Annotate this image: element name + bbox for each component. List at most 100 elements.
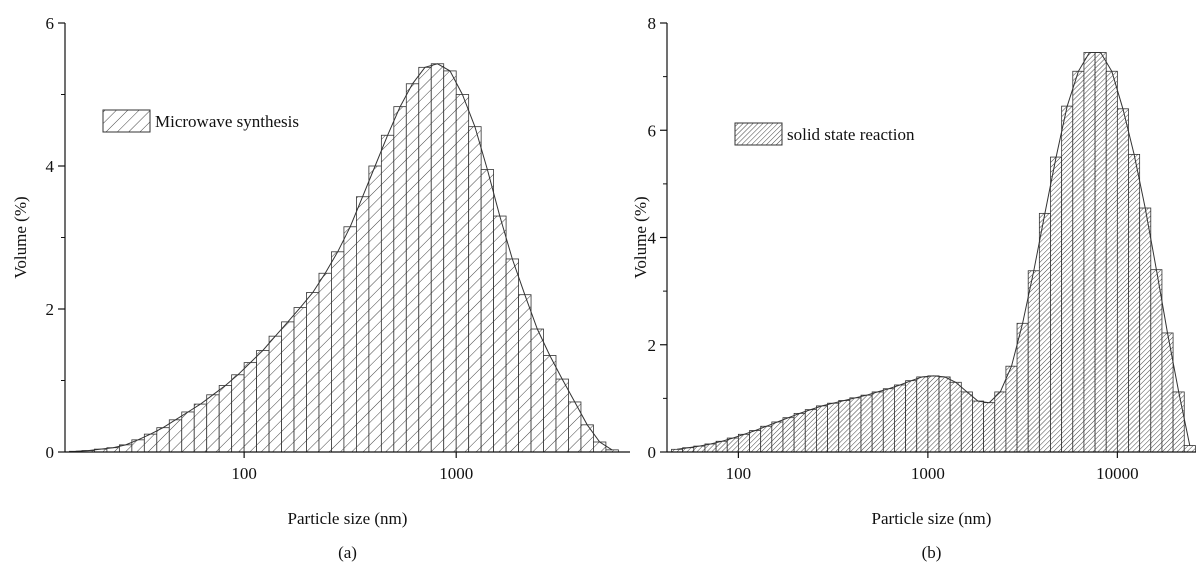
bar <box>760 425 773 453</box>
bar <box>443 70 457 453</box>
y-tick-label: 2 <box>648 336 657 355</box>
bar <box>1150 269 1163 453</box>
bar <box>1027 270 1040 453</box>
x-tick-label: 100 <box>726 464 752 483</box>
bar <box>1050 156 1063 453</box>
bar <box>331 251 345 453</box>
x-axis-label: Particle size (nm) <box>288 509 408 528</box>
bar <box>972 400 984 453</box>
legend-label: solid state reaction <box>787 125 915 144</box>
legend-swatch <box>734 122 783 146</box>
chart: solid state reaction 0 2 4 6 8 100 1000 10000 Par… <box>631 14 1196 562</box>
y-axis-label: Volume (%) <box>631 196 650 278</box>
bar <box>543 355 557 453</box>
bar <box>518 294 532 453</box>
bar <box>782 417 795 453</box>
bar <box>555 378 569 453</box>
bar <box>306 292 320 453</box>
y-tick-label: 0 <box>46 443 55 462</box>
bar <box>1005 365 1018 453</box>
bar <box>1183 445 1196 453</box>
bar <box>480 169 495 453</box>
x-tick-label: 1000 <box>911 464 945 483</box>
y-tick-label: 6 <box>46 14 55 33</box>
chart: Microwave synthesis 0 2 4 6 100 1000 Particle s… <box>11 14 630 562</box>
bar <box>1116 108 1129 453</box>
bar <box>243 362 257 453</box>
bar <box>737 433 750 453</box>
x-tick-label: 1000 <box>439 464 473 483</box>
bar <box>838 400 851 453</box>
y-tick-label: 0 <box>648 443 657 462</box>
bar <box>860 394 873 453</box>
bar <box>318 272 332 453</box>
bar <box>430 63 445 453</box>
bar <box>927 375 940 453</box>
distribution-curve <box>75 63 613 452</box>
distribution-curve <box>677 52 1191 450</box>
bar <box>749 430 762 453</box>
bar <box>268 335 282 453</box>
bar <box>816 405 828 453</box>
y-tick-label: 8 <box>648 14 657 33</box>
bar <box>1105 70 1118 453</box>
bar <box>960 391 973 453</box>
bar <box>181 411 195 453</box>
bar <box>281 321 295 453</box>
bar <box>882 388 895 453</box>
caption: (b) <box>922 543 942 562</box>
bar <box>468 126 482 453</box>
bar <box>1161 332 1174 453</box>
bar <box>894 384 906 453</box>
bar <box>231 374 245 453</box>
bar <box>1128 153 1141 453</box>
bar <box>1038 212 1051 453</box>
bar <box>293 307 307 453</box>
bar <box>368 165 382 453</box>
y-axis-label: Volume (%) <box>11 196 30 278</box>
bar <box>905 380 918 453</box>
bar <box>849 397 862 453</box>
x-tick-label: 100 <box>231 464 257 483</box>
y-tick-label: 6 <box>648 121 657 140</box>
bar <box>871 391 884 453</box>
x-axis-label: Particle size (nm) <box>872 509 992 528</box>
bar <box>1172 391 1185 453</box>
bar <box>804 409 817 453</box>
bar <box>405 83 420 453</box>
bar <box>1072 70 1085 453</box>
bar <box>256 350 270 453</box>
bar <box>1016 322 1029 453</box>
bar <box>1061 105 1074 453</box>
bar <box>726 437 739 453</box>
y-tick-label: 4 <box>648 229 657 248</box>
bar <box>1139 207 1152 453</box>
bar <box>380 134 395 453</box>
bar <box>1094 52 1107 453</box>
legend-label: Microwave synthesis <box>155 112 299 131</box>
y-tick-label: 4 <box>46 157 55 176</box>
bar <box>343 226 357 453</box>
bar <box>418 66 432 453</box>
bar <box>393 106 407 453</box>
bar <box>1083 52 1096 453</box>
y-tick-label: 2 <box>46 300 55 319</box>
legend-swatch <box>102 109 151 133</box>
bar <box>916 376 929 453</box>
bar <box>455 94 470 453</box>
caption: (a) <box>338 543 357 562</box>
bar <box>206 394 220 453</box>
bar <box>493 215 507 453</box>
x-tick-label: 10000 <box>1096 464 1139 483</box>
bar <box>156 427 170 453</box>
bar <box>771 421 784 453</box>
bar <box>356 196 370 453</box>
bar <box>580 424 594 453</box>
bar <box>530 328 544 453</box>
bar <box>168 419 183 453</box>
bar <box>793 412 806 453</box>
bar <box>218 385 233 453</box>
bar <box>994 391 1007 453</box>
bar <box>193 403 208 453</box>
